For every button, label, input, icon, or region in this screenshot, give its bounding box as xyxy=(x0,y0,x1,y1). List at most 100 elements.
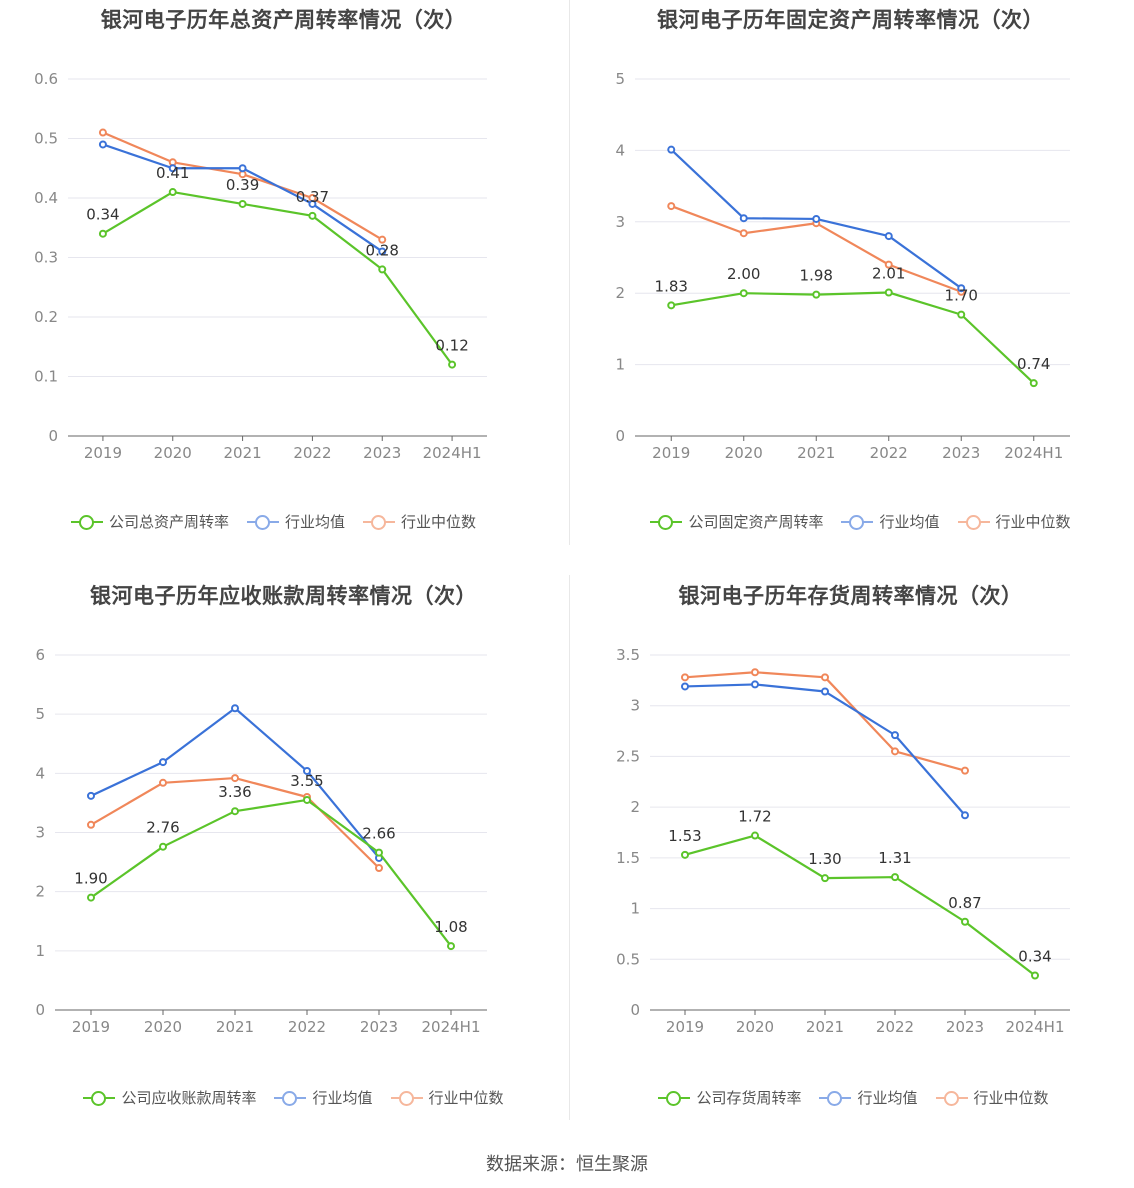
panel-divider-top xyxy=(569,0,570,545)
data-point-median[interactable] xyxy=(231,774,239,783)
data-point-median[interactable] xyxy=(751,668,759,677)
x-tick-label: 2020 xyxy=(725,444,763,462)
data-point-company[interactable] xyxy=(957,310,966,319)
data-point-avg[interactable] xyxy=(667,145,676,154)
data-label: 3.55 xyxy=(290,772,323,790)
x-tick-label: 2024H1 xyxy=(423,444,482,462)
x-tick-label: 2019 xyxy=(72,1018,110,1036)
data-point-avg[interactable] xyxy=(961,811,969,820)
chart-title: 银河电子历年应收账款周转率情况（次） xyxy=(90,584,477,608)
legend-item-median[interactable]: 行业中位数 xyxy=(363,511,476,532)
data-point-company[interactable] xyxy=(739,289,748,298)
legend-item-company[interactable]: 公司应收账款周转率 xyxy=(83,1087,256,1108)
data-point-company[interactable] xyxy=(812,290,821,299)
data-point-avg[interactable] xyxy=(378,247,387,256)
x-tick-label: 2020 xyxy=(736,1018,774,1036)
data-point-avg[interactable] xyxy=(739,214,748,223)
data-point-avg[interactable] xyxy=(821,687,829,696)
series-line-median xyxy=(684,671,966,772)
data-point-company[interactable] xyxy=(308,211,317,220)
data-point-avg[interactable] xyxy=(238,164,247,173)
data-point-median[interactable] xyxy=(961,766,969,775)
legend-item-avg[interactable]: 行业均值 xyxy=(841,511,940,532)
legend-item-avg[interactable]: 行业均值 xyxy=(819,1087,918,1108)
legend-label: 公司应收账款周转率 xyxy=(121,1089,257,1107)
legend-item-avg[interactable]: 行业均值 xyxy=(246,511,345,532)
data-point-avg[interactable] xyxy=(303,766,311,775)
legend-label: 行业均值 xyxy=(312,1089,373,1107)
data-point-company[interactable] xyxy=(681,850,689,859)
data-point-avg[interactable] xyxy=(87,791,95,800)
x-tick-label: 2020 xyxy=(144,1018,182,1036)
data-label: 1.08 xyxy=(434,918,467,936)
data-point-median[interactable] xyxy=(884,260,893,269)
data-point-company[interactable] xyxy=(821,874,829,883)
data-point-company[interactable] xyxy=(447,942,455,951)
data-point-company[interactable] xyxy=(378,265,387,274)
data-point-company[interactable] xyxy=(231,807,239,816)
data-point-company[interactable] xyxy=(168,188,177,197)
y-tick-label: 3 xyxy=(35,824,45,842)
data-point-company[interactable] xyxy=(751,831,759,840)
chart-panel-4: 银河电子历年存货周转率情况（次） 0 0.5 1 1.5 2 2.5 3 3.5 2019 2020… xyxy=(567,576,1134,1152)
data-point-avg[interactable] xyxy=(957,284,966,293)
data-point-median[interactable] xyxy=(739,229,748,238)
legend-item-company[interactable]: 公司固定资产周转率 xyxy=(650,511,823,532)
legend-item-avg[interactable]: 行业均值 xyxy=(274,1087,373,1108)
y-tick-label: 2.5 xyxy=(616,747,640,765)
data-point-avg[interactable] xyxy=(231,704,239,713)
chart-title: 银河电子历年存货周转率情况（次） xyxy=(678,584,1023,608)
data-point-avg[interactable] xyxy=(884,232,893,241)
data-point-avg[interactable] xyxy=(751,680,759,689)
data-point-avg[interactable] xyxy=(812,214,821,223)
data-point-avg[interactable] xyxy=(98,140,107,149)
data-point-company[interactable] xyxy=(448,360,457,369)
data-point-company[interactable] xyxy=(1031,971,1039,980)
y-tick-label: 1 xyxy=(630,900,640,918)
data-point-median[interactable] xyxy=(159,778,167,787)
chart-legend: 公司应收账款周转率 行业均值 行业中位数 xyxy=(10,1087,577,1108)
data-point-median[interactable] xyxy=(375,864,383,872)
data-point-company[interactable] xyxy=(303,795,311,804)
data-point-avg[interactable] xyxy=(168,164,177,173)
data-point-company[interactable] xyxy=(87,893,95,902)
data-point-company[interactable] xyxy=(98,229,107,238)
data-point-company[interactable] xyxy=(891,873,899,882)
legend-item-median[interactable]: 行业中位数 xyxy=(957,511,1071,532)
y-tick-label: 5 xyxy=(615,70,625,88)
data-point-median[interactable] xyxy=(681,673,689,682)
y-tick-label: 0.4 xyxy=(34,189,58,207)
y-tick-label: 0 xyxy=(48,427,58,445)
legend-item-median[interactable]: 行业中位数 xyxy=(935,1087,1049,1108)
x-tick-label: 2024H1 xyxy=(422,1018,481,1036)
data-point-median[interactable] xyxy=(87,820,95,829)
data-point-company[interactable] xyxy=(375,848,383,857)
data-point-company[interactable] xyxy=(238,199,247,208)
data-point-median[interactable] xyxy=(667,202,676,211)
x-tick-label: 2022 xyxy=(288,1018,326,1036)
data-label: 0.28 xyxy=(366,241,399,259)
data-point-median[interactable] xyxy=(821,673,829,682)
data-label: 1.83 xyxy=(655,277,688,295)
data-point-company[interactable] xyxy=(1029,379,1038,388)
legend-item-company[interactable]: 公司总资产周转率 xyxy=(70,511,229,532)
data-point-company[interactable] xyxy=(961,917,969,926)
data-point-company[interactable] xyxy=(667,301,676,310)
panel-divider-bottom xyxy=(569,575,570,1120)
chart-legend: 公司存货周转率 行业均值 行业中位数 xyxy=(570,1087,1134,1108)
legend-item-median[interactable]: 行业中位数 xyxy=(390,1087,504,1108)
legend-marker-icon xyxy=(658,1090,691,1106)
legend-item-company[interactable]: 公司存货周转率 xyxy=(658,1087,801,1108)
data-point-median[interactable] xyxy=(891,747,899,756)
data-point-avg[interactable] xyxy=(681,682,689,691)
data-point-avg[interactable] xyxy=(159,758,167,767)
y-tick-label: 2 xyxy=(630,798,640,816)
data-point-median[interactable] xyxy=(98,128,107,137)
data-point-avg[interactable] xyxy=(308,199,317,208)
data-point-avg[interactable] xyxy=(891,731,899,740)
data-point-company[interactable] xyxy=(159,842,167,851)
data-point-company[interactable] xyxy=(884,288,893,297)
data-point-median[interactable] xyxy=(378,235,387,244)
y-tick-label: 1.5 xyxy=(616,849,640,867)
data-label: 3.36 xyxy=(218,783,251,801)
